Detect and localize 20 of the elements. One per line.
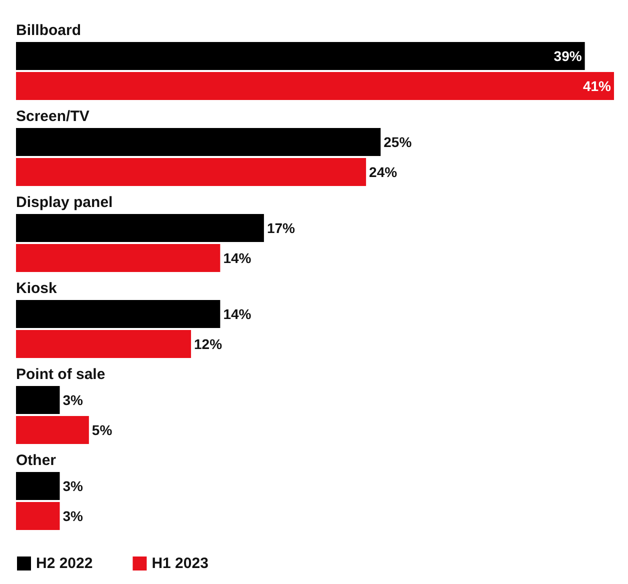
y-tick-label: Point of sale [16, 366, 106, 383]
y-tick-label: Other [16, 452, 56, 469]
data-label: 25% [384, 134, 412, 150]
y-tick-label: Billboard [16, 22, 82, 39]
data-label: 12% [194, 336, 223, 352]
legend-label: H2 2022 [36, 555, 93, 572]
data-label: 14% [223, 306, 252, 322]
legend-label: H1 2023 [152, 555, 208, 572]
data-label: 5% [92, 422, 113, 438]
data-label: 17% [266, 220, 296, 236]
data-label: 14% [223, 250, 252, 266]
data-label: 3% [62, 392, 84, 408]
data-label: 39% [554, 48, 582, 64]
data-label: 3% [62, 508, 84, 524]
data-label: 24% [369, 164, 398, 180]
y-tick-label: Screen/TV [16, 108, 90, 125]
data-label: 41% [582, 78, 612, 94]
y-tick-label: Display panel [16, 194, 113, 211]
y-tick-label: Kiosk [16, 280, 58, 297]
data-label: 3% [62, 478, 84, 494]
